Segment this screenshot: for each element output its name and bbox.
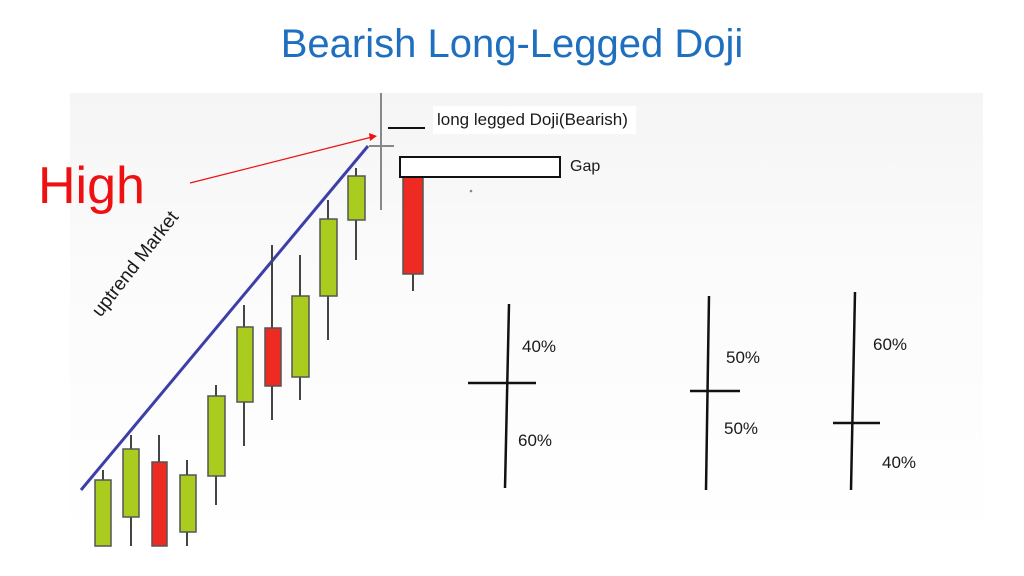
example-doji xyxy=(833,291,880,491)
candle-bullish xyxy=(291,295,310,378)
candle-bearish xyxy=(151,461,168,547)
example-3-lower: 40% xyxy=(882,453,917,472)
candle-bullish xyxy=(236,326,254,403)
example-doji xyxy=(468,303,536,489)
high-arrow-head xyxy=(369,133,377,141)
example-2-upper: 50% xyxy=(726,348,761,367)
example-3-upper: 60% xyxy=(873,335,908,354)
candle-bullish xyxy=(207,395,226,477)
bearish-gap-candle xyxy=(402,170,424,291)
example-2-lower: 50% xyxy=(724,419,759,438)
gap-label: Gap xyxy=(570,158,601,175)
high-arrow xyxy=(189,136,373,184)
candle-bullish xyxy=(319,218,338,297)
example-1-upper: 40% xyxy=(522,337,557,356)
doji-label: long legged Doji(Bearish) xyxy=(433,106,636,134)
candle-bullish xyxy=(179,474,197,533)
high-label: High xyxy=(38,157,145,215)
candle-bullish xyxy=(94,479,112,547)
uptrend-line xyxy=(79,145,370,491)
slide-title: Bearish Long-Legged Doji xyxy=(280,22,744,66)
candle-bullish xyxy=(122,448,140,518)
doji-candle xyxy=(369,93,394,210)
example-1-lower: 60% xyxy=(518,431,553,450)
gap-box xyxy=(399,156,561,178)
example-doji xyxy=(690,295,740,491)
candle-bearish xyxy=(264,327,282,387)
candle-bullish xyxy=(347,175,366,221)
